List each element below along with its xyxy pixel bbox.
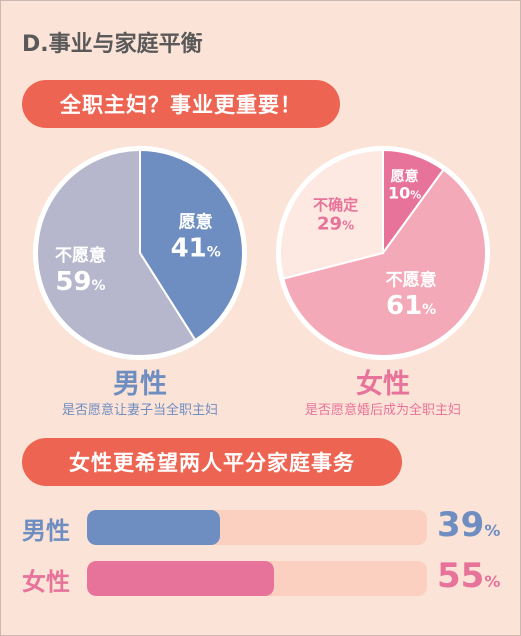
female-pie-unit-0: % — [410, 188, 421, 201]
bar-fill-female — [87, 561, 274, 596]
male-pie-subtitle: 是否愿意让妻子当全职主妇 — [61, 403, 218, 418]
male-pie-label-0: 愿意 — [179, 212, 213, 233]
male-pie-unit-1: % — [92, 278, 106, 294]
bar-value-unit-female: % — [484, 572, 501, 591]
bar-label-male: 男性 — [22, 517, 70, 545]
female-pie-label-0: 愿意 — [391, 168, 419, 185]
male-pie-unit-0: % — [207, 244, 221, 260]
banner-housework-split: 女性更希望两人平分家庭事务 — [22, 438, 402, 486]
bar-track-male — [87, 510, 427, 545]
bar-value-number-male: 39 — [437, 505, 485, 545]
banner-career-question: 全职主妇？事业更重要！ — [22, 80, 340, 128]
bar-value-female: 55% — [437, 556, 500, 596]
bar-value-unit-male: % — [484, 521, 501, 540]
bar-track-female — [87, 561, 427, 596]
male-pie-slice-1 — [36, 148, 197, 357]
female-pie-value-0: 10% — [388, 183, 421, 202]
male-pie-label-1: 不愿意 — [55, 245, 106, 266]
male-pie-title: 男性 — [113, 369, 167, 400]
female-pie-subtitle: 是否愿意婚后成为全职主妇 — [304, 403, 461, 418]
female-pie-slice-1 — [282, 168, 487, 357]
female-pie-label-2: 不确定 — [313, 196, 358, 214]
section-title: D.事业与家庭平衡 — [22, 32, 203, 57]
female-pie-value-2: 29% — [317, 214, 354, 235]
female-pie-label-1: 不愿意 — [386, 269, 437, 290]
female-pie-slice-2 — [279, 148, 384, 280]
female-pie-title: 女性 — [356, 369, 410, 400]
bar-value-male: 39% — [437, 505, 500, 545]
bar-value-number-female: 55 — [437, 556, 485, 596]
bar-label-female: 女性 — [22, 568, 70, 596]
bar-fill-male — [87, 510, 220, 545]
female-pie-unit-2: % — [342, 219, 354, 233]
female-pie-unit-1: % — [422, 302, 436, 318]
